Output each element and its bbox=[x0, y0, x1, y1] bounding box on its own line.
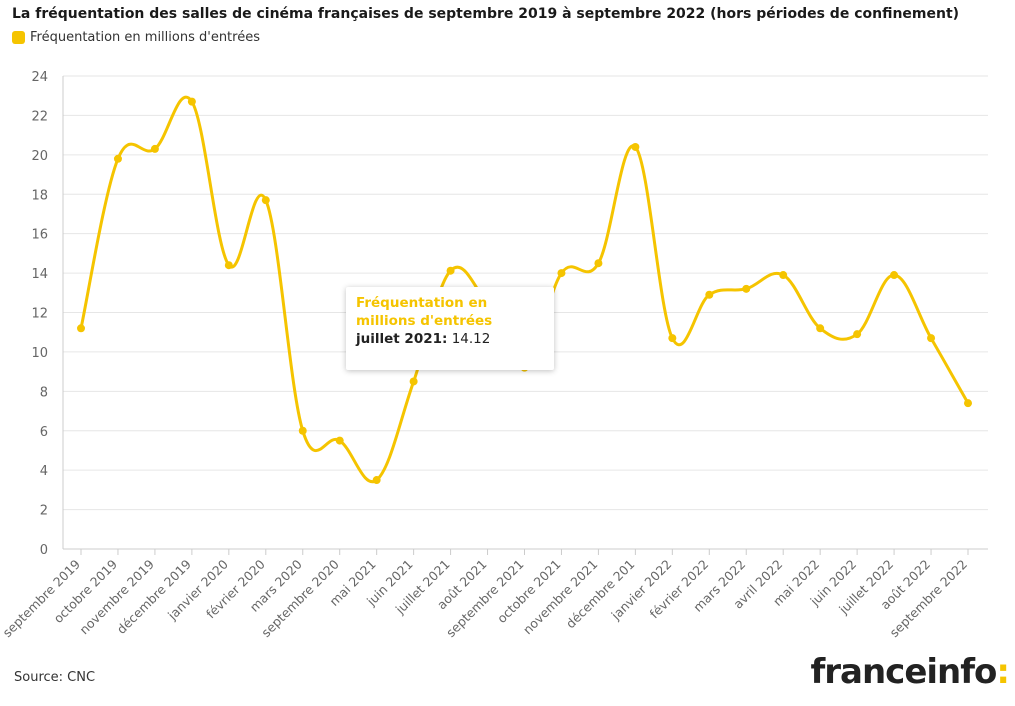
y-tick-label: 20 bbox=[31, 149, 48, 164]
data-point[interactable] bbox=[779, 271, 788, 280]
data-point[interactable] bbox=[446, 266, 455, 275]
tooltip-value: 14.12 bbox=[451, 331, 491, 347]
y-tick-label: 12 bbox=[31, 307, 48, 322]
data-point[interactable] bbox=[964, 399, 972, 408]
series-points bbox=[77, 97, 972, 485]
y-tick-label: 10 bbox=[31, 346, 48, 361]
data-point[interactable] bbox=[853, 330, 862, 339]
y-tick-label: 22 bbox=[31, 109, 48, 124]
data-point[interactable] bbox=[668, 334, 677, 343]
data-point[interactable] bbox=[816, 324, 825, 333]
y-tick-label: 18 bbox=[31, 188, 48, 203]
legend[interactable]: Fréquentation en millions d'entrées bbox=[12, 30, 260, 45]
tooltip: Fréquentation en millions d'entrées juil… bbox=[346, 287, 554, 370]
source-text: Source: CNC bbox=[14, 670, 96, 685]
data-point[interactable] bbox=[335, 436, 344, 445]
franceinfo-logo: franceinfo: bbox=[810, 652, 1010, 692]
data-point[interactable] bbox=[298, 426, 307, 435]
y-tick-label: 0 bbox=[40, 543, 48, 558]
y-tick-label: 8 bbox=[40, 385, 48, 400]
data-point[interactable] bbox=[631, 142, 640, 151]
y-tick-label: 4 bbox=[40, 464, 48, 479]
data-point[interactable] bbox=[409, 377, 418, 386]
tooltip-series: Fréquentation en millions d'entrées bbox=[356, 295, 493, 329]
data-point[interactable] bbox=[927, 334, 936, 343]
chart-title: La fréquentation des salles de cinéma fr… bbox=[12, 6, 960, 22]
y-tick-label: 14 bbox=[31, 267, 48, 282]
data-point[interactable] bbox=[187, 97, 196, 106]
legend-label: Fréquentation en millions d'entrées bbox=[30, 30, 260, 45]
data-point[interactable] bbox=[77, 324, 85, 333]
y-tick-label: 2 bbox=[40, 504, 48, 519]
y-tick-label: 16 bbox=[31, 228, 48, 243]
data-point[interactable] bbox=[705, 290, 714, 299]
data-point[interactable] bbox=[261, 196, 270, 205]
data-point[interactable] bbox=[557, 269, 566, 278]
data-point[interactable] bbox=[113, 154, 122, 163]
y-tick-label: 24 bbox=[31, 70, 48, 85]
legend-swatch bbox=[12, 31, 25, 44]
data-point[interactable] bbox=[890, 271, 899, 280]
data-point[interactable] bbox=[372, 476, 381, 485]
tooltip-category: juillet 2021: bbox=[356, 331, 448, 347]
gridlines bbox=[62, 75, 988, 550]
y-tick-label: 6 bbox=[40, 425, 48, 440]
data-point[interactable] bbox=[594, 259, 603, 268]
data-point[interactable] bbox=[742, 284, 751, 293]
data-point[interactable] bbox=[150, 144, 159, 153]
data-point[interactable] bbox=[224, 261, 233, 270]
